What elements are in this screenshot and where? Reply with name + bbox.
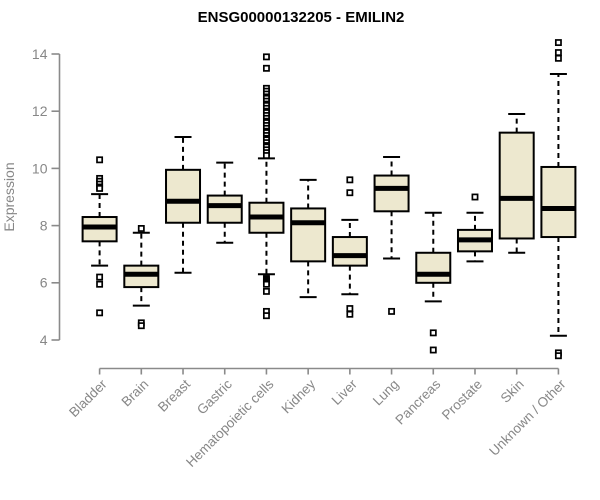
- outlier-bladder: [96, 309, 104, 317]
- outlier-bladder: [96, 156, 104, 164]
- box-breast: [165, 168, 202, 224]
- box-gastric: [206, 194, 243, 224]
- outlier-lung: [388, 307, 396, 315]
- outlier-hematopoietic-cells: [262, 152, 270, 159]
- outlier-hematopoietic-cells: [262, 280, 270, 288]
- x-tick-label: Lung: [370, 377, 402, 409]
- x-tick-label: Liver: [329, 376, 361, 408]
- y-tick-label: 6: [40, 275, 48, 291]
- x-tick-label: Brain: [119, 377, 152, 410]
- outlier-liver: [346, 189, 354, 197]
- outlier-unknown-other: [554, 39, 562, 47]
- x-tick-label: Pancreas: [392, 376, 443, 427]
- y-tick-label: 12: [32, 103, 48, 119]
- outlier-prostate: [471, 193, 479, 201]
- outlier-hematopoietic-cells: [262, 64, 270, 72]
- outlier-unknown-other: [554, 49, 562, 57]
- box-pancreas: [415, 251, 452, 284]
- box-skin: [498, 131, 535, 240]
- outlier-pancreas: [429, 346, 437, 354]
- outlier-hematopoietic-cells: [262, 53, 270, 61]
- outlier-brain: [137, 322, 145, 330]
- outlier-unknown-other: [554, 54, 562, 62]
- box-unknown-other: [540, 165, 577, 239]
- box-lung: [373, 174, 410, 213]
- x-tick-label: Bladder: [66, 376, 110, 420]
- box-kidney: [290, 207, 327, 263]
- chart-title: ENSG00000132205 - EMILIN2: [198, 9, 405, 26]
- x-tick-label: Breast: [155, 376, 193, 414]
- outlier-hematopoietic-cells: [262, 312, 270, 320]
- box-liver: [331, 236, 368, 267]
- outlier-unknown-other: [554, 352, 562, 360]
- outlier-bladder: [96, 280, 104, 288]
- outlier-hematopoietic-cells: [262, 287, 270, 295]
- outlier-liver: [346, 305, 354, 312]
- y-tick-label: 10: [32, 160, 48, 176]
- y-axis-title: Expression: [1, 162, 17, 231]
- y-tick-label: 4: [40, 332, 48, 348]
- x-tick-label: Gastric: [194, 376, 235, 417]
- y-tick-label: 8: [40, 218, 48, 234]
- outlier-bladder: [96, 273, 104, 281]
- outlier-liver: [346, 310, 354, 318]
- outlier-liver: [346, 176, 354, 184]
- outlier-brain: [137, 225, 145, 232]
- x-tick-label: Skin: [498, 377, 527, 406]
- x-tick-label: Unknown / Other: [486, 376, 569, 459]
- x-tick-label: Kidney: [278, 376, 318, 416]
- outlier-bladder: [96, 184, 104, 192]
- x-tick-label: Prostate: [439, 377, 485, 423]
- outlier-pancreas: [429, 329, 437, 337]
- y-tick-label: 14: [32, 46, 48, 62]
- plot-root: 4 6 8 10 12 14 Expression Bladder Brain Breast Gas…: [1, 39, 577, 470]
